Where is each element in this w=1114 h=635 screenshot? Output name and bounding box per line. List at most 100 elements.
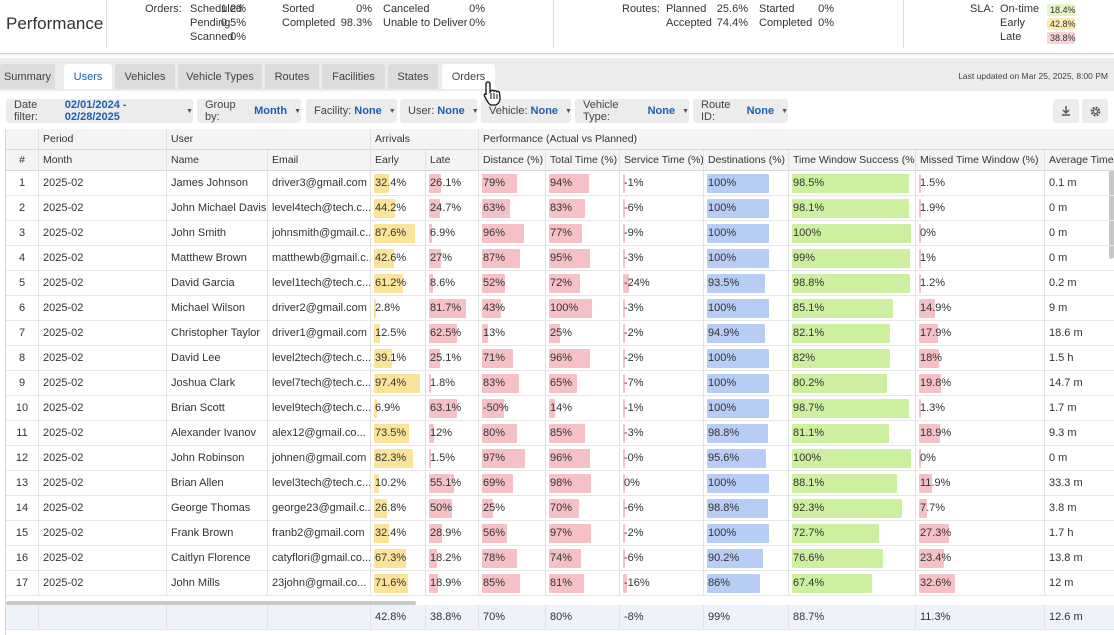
column-header-email[interactable]: Email: [268, 150, 371, 171]
value-bar: [482, 499, 494, 518]
value-bar: [549, 424, 586, 443]
divider: [903, 0, 904, 48]
settings-button[interactable]: [1082, 99, 1108, 123]
tab-summary[interactable]: Summary: [0, 64, 55, 89]
caret-down-icon: ▼: [388, 107, 396, 115]
table-cell: 0 m: [1045, 246, 1114, 271]
cell-text: 99%: [708, 611, 731, 623]
value-bar: [429, 399, 458, 418]
value-bar: [374, 174, 390, 193]
filter-label: Date filter:: [14, 99, 38, 123]
column-header-average-time[interactable]: Average Time: [1045, 150, 1114, 171]
tab-states[interactable]: States: [388, 64, 438, 89]
column-header-total-time[interactable]: Total Time (%): [546, 150, 620, 171]
cell-text: 81%: [550, 577, 573, 589]
column-header-early[interactable]: Early: [371, 150, 426, 171]
column-header-missed-time-window[interactable]: Missed Time Window (%): [916, 150, 1045, 171]
horizontal-scrollbar[interactable]: [6, 601, 416, 605]
cell-text: 18.9%: [920, 427, 952, 439]
cell-text: 12: [15, 452, 29, 464]
table-cell: 42.6%: [371, 246, 426, 271]
value-bar: [623, 199, 625, 218]
column-header-month[interactable]: Month: [39, 150, 167, 171]
table-cell: 12%: [426, 421, 479, 446]
filter-label: Vehicle:: [489, 105, 528, 117]
cell-text: 70%: [550, 502, 573, 514]
cell-text: 5: [18, 277, 26, 289]
column-header-time-window-success[interactable]: Time Window Success (%): [789, 150, 916, 171]
tab-vehicles[interactable]: Vehicles: [115, 64, 175, 89]
orders-label: Orders:: [145, 3, 182, 15]
value-bar: [482, 449, 525, 468]
cell-text: 67.4%: [793, 577, 825, 589]
caret-down-icon: ▼: [294, 107, 301, 115]
value-bar: [623, 299, 625, 318]
cell-text: 26.8%: [375, 502, 407, 514]
cell-text: 27%: [430, 252, 453, 264]
value-bar: [623, 374, 625, 393]
table-cell: 32.4%: [371, 171, 426, 196]
order-stat-value: 0%: [230, 31, 246, 43]
cell-text: 63.1%: [430, 402, 462, 414]
cell-text: 2025-02: [43, 352, 84, 364]
filter-vehicle-type[interactable]: Vehicle Type: None ▼: [575, 99, 689, 123]
table-cell: 69%: [479, 471, 546, 496]
cell-text: -6%: [624, 552, 644, 564]
filter-date-filter[interactable]: Date filter: 02/01/2024 - 02/28/2025 ▼: [6, 99, 193, 123]
table-cell: alex12@gmail.co...: [268, 421, 371, 446]
tab-vehicle-types[interactable]: Vehicle Types: [178, 64, 262, 89]
table-cell: 2025-02: [39, 271, 167, 296]
table-cell: 24.7%: [426, 196, 479, 221]
table-cell: 100%: [704, 171, 789, 196]
table-cell: 96%: [546, 446, 620, 471]
value-bar: [792, 374, 888, 393]
vertical-scrollbar[interactable]: [1109, 129, 1114, 259]
table-cell: 7.7%: [916, 496, 1045, 521]
download-button[interactable]: [1053, 99, 1079, 123]
tab-users[interactable]: Users: [64, 64, 112, 89]
column-header-destinations[interactable]: Destinations (%): [704, 150, 789, 171]
value-bar: [623, 274, 630, 293]
table-cell: 76.6%: [789, 546, 916, 571]
table-cell: David Garcia: [167, 271, 268, 296]
cell-text: level7tech@tech.c...: [272, 377, 371, 389]
table-cell: 2025-02: [39, 546, 167, 571]
cell-text: 7.7%: [920, 502, 946, 514]
tab-facilities[interactable]: Facilities: [322, 64, 385, 89]
filter-route-id[interactable]: Route ID: None ▼: [693, 99, 788, 123]
value-bar: [482, 524, 507, 543]
table-cell: 72.7%: [789, 521, 916, 546]
column-header-distance[interactable]: Distance (%): [479, 150, 546, 171]
cell-text: 80.2%: [793, 377, 825, 389]
cell-text: level9tech@tech.c...: [272, 402, 371, 414]
filter-user[interactable]: User: None ▼: [400, 99, 479, 123]
cell-text: 83%: [483, 377, 506, 389]
table-cell: -3%: [620, 421, 704, 446]
table-cell: 90.2%: [704, 546, 789, 571]
value-bar: [707, 224, 769, 243]
table-cell: 12 m: [1045, 571, 1114, 596]
value-bar: [549, 574, 584, 593]
table-cell: 25%: [546, 321, 620, 346]
cell-text: 11: [16, 427, 28, 439]
filter-label: Group by:: [205, 99, 236, 123]
column-header-#[interactable]: #: [6, 150, 39, 171]
cell-text: Brian Allen: [171, 477, 224, 489]
cell-text: 100%: [708, 227, 737, 239]
table-row-index: 9: [6, 371, 39, 396]
filter-group-by[interactable]: Group by: Month ▼: [197, 99, 301, 123]
table-cell: 2025-02: [39, 321, 167, 346]
cell-text: catyflori@gmail.co...: [272, 552, 371, 564]
column-header-name[interactable]: Name: [167, 150, 268, 171]
cell-text: 86%: [708, 577, 731, 589]
column-header-late[interactable]: Late: [426, 150, 479, 171]
filter-vehicle[interactable]: Vehicle: None ▼: [481, 99, 572, 123]
tab-routes[interactable]: Routes: [265, 64, 319, 89]
table-cell: -6%: [620, 496, 704, 521]
cell-text: 43%: [483, 302, 506, 314]
filter-facility[interactable]: Facility: None ▼: [306, 99, 397, 123]
column-header-service-time[interactable]: Service Time (%): [620, 150, 704, 171]
value-bar: [919, 499, 928, 518]
cell-text: 1.7 h: [1049, 527, 1074, 539]
table-cell: 80.2%: [789, 371, 916, 396]
